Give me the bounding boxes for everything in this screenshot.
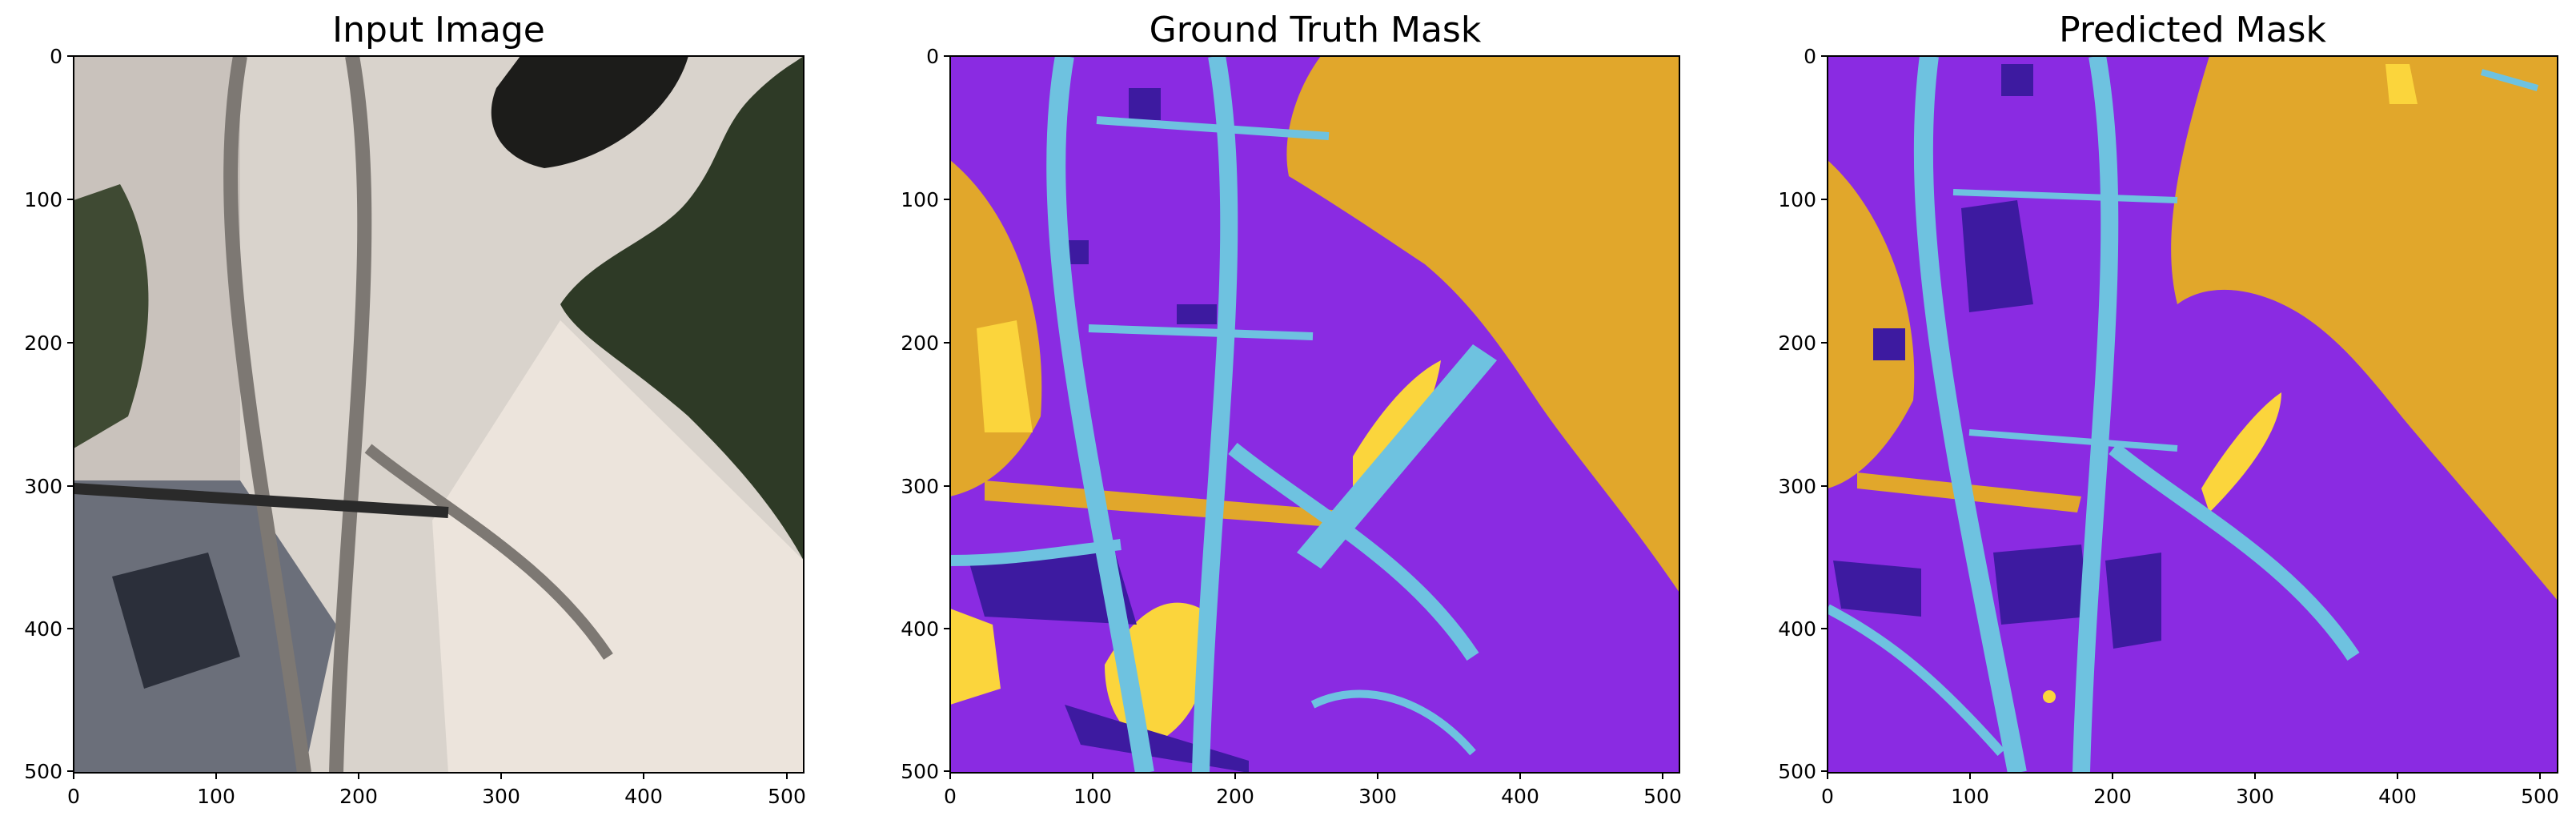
x-axis-ticks: 0 100 200 300 400 500 (67, 773, 806, 808)
y-tick-label: 500 (901, 760, 939, 783)
x-tick-label: 200 (339, 785, 378, 808)
x-tick-label: 500 (2521, 785, 2559, 808)
y-tick-label: 100 (1778, 188, 1816, 211)
y-tick-label: 300 (1778, 475, 1816, 498)
y-tick-label: 200 (24, 332, 62, 355)
panel-predicted-mask: Predicted Mask (1778, 10, 2559, 808)
panel-input-image: Input Image 0 100 200 300 (24, 10, 806, 808)
satellite-image (74, 56, 804, 773)
panel-title: Input Image (332, 10, 545, 50)
x-tick-label: 200 (2093, 785, 2132, 808)
y-tick-label: 400 (24, 617, 62, 641)
x-tick-label: 400 (2378, 785, 2417, 808)
predicted-mask-image (1828, 56, 2558, 773)
y-tick-label: 0 (926, 45, 939, 68)
x-tick-label: 300 (2236, 785, 2274, 808)
y-tick-label: 300 (24, 475, 62, 498)
x-tick-label: 400 (624, 785, 663, 808)
y-tick-label: 0 (50, 45, 62, 68)
x-axis-ticks: 0 100 200 300 400 500 (1821, 773, 2559, 808)
y-tick-label: 200 (1778, 332, 1816, 355)
ground-truth-mask-image (950, 56, 1679, 773)
y-tick-label: 400 (1778, 617, 1816, 641)
x-tick-label: 500 (768, 785, 806, 808)
y-axis-ticks: 0 100 200 300 400 500 (24, 45, 74, 783)
y-tick-label: 200 (901, 332, 939, 355)
y-tick-label: 300 (901, 475, 939, 498)
x-tick-label: 100 (1951, 785, 1989, 808)
y-tick-label: 100 (901, 188, 939, 211)
x-tick-label: 100 (197, 785, 235, 808)
y-axis-ticks: 0 100 200 300 400 500 (901, 45, 950, 783)
y-tick-label: 0 (1804, 45, 1816, 68)
x-tick-label: 200 (1216, 785, 1254, 808)
y-axis-ticks: 0 100 200 300 400 500 (1778, 45, 1828, 783)
panel-title: Predicted Mask (2059, 10, 2326, 50)
x-tick-label: 0 (944, 785, 957, 808)
y-tick-label: 100 (24, 188, 62, 211)
x-tick-label: 500 (1643, 785, 1682, 808)
x-tick-label: 100 (1073, 785, 1112, 808)
y-tick-label: 400 (901, 617, 939, 641)
panel-ground-truth-mask: Ground Truth Mask (901, 10, 1682, 808)
x-axis-ticks: 0 100 200 300 400 500 (944, 773, 1682, 808)
x-tick-label: 400 (1501, 785, 1539, 808)
y-tick-label: 500 (24, 760, 62, 783)
x-tick-label: 0 (67, 785, 80, 808)
x-tick-label: 300 (1358, 785, 1397, 808)
panel-title: Ground Truth Mask (1150, 10, 1482, 50)
x-tick-label: 0 (1821, 785, 1834, 808)
y-tick-label: 500 (1778, 760, 1816, 783)
x-tick-label: 300 (482, 785, 520, 808)
